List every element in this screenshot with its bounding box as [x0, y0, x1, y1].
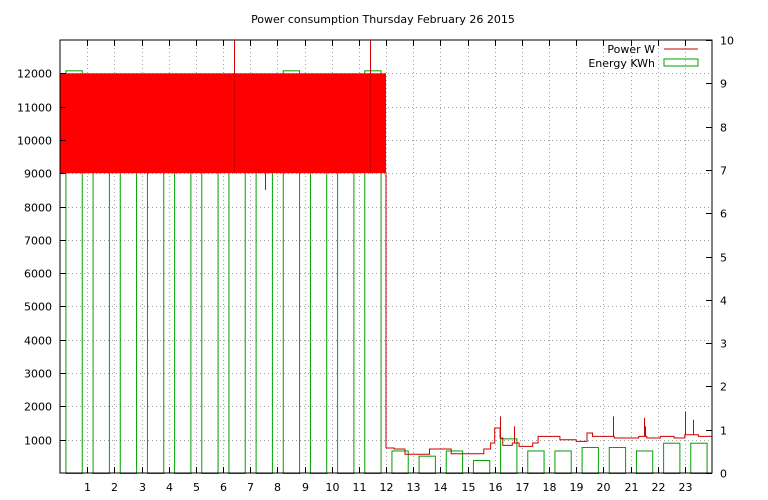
y-tick-label: 4000 — [24, 335, 52, 348]
x-tick-label: 16 — [489, 481, 503, 494]
y2-tick-label: 10 — [720, 35, 734, 48]
x-tick-label: 15 — [462, 481, 476, 494]
energy-bar — [581, 447, 599, 474]
legend: Power W Energy KWh — [588, 43, 699, 70]
y-tick-label: 7000 — [24, 235, 52, 248]
x-tick-label: 4 — [166, 481, 173, 494]
y-tick-label: 8000 — [24, 202, 52, 215]
energy-bar — [472, 460, 491, 475]
y-tick-label: 11000 — [17, 102, 52, 115]
y-tick-label: 12000 — [17, 68, 52, 81]
y2-tick-label: 4 — [720, 295, 727, 308]
energy-bar — [445, 450, 464, 475]
energy-bar — [690, 442, 708, 475]
y-tick-label: 10000 — [17, 135, 52, 148]
y-tick-label: 1000 — [24, 435, 52, 448]
y2-tick-label: 7 — [720, 165, 727, 178]
x-tick-label: 1 — [84, 481, 91, 494]
legend-swatch-energy — [663, 58, 699, 67]
x-tick-label: 14 — [434, 481, 448, 494]
power-series — [386, 427, 712, 455]
x-tick-label: 23 — [679, 481, 693, 494]
x-tick-label: 7 — [247, 481, 254, 494]
x-tick-label: 13 — [407, 481, 421, 494]
power-saturated-band — [60, 73, 386, 174]
x-tick-label: 22 — [652, 481, 666, 494]
y-tick-label: 2000 — [24, 401, 52, 414]
y2-tick-label: 2 — [720, 381, 727, 394]
energy-bar — [608, 447, 627, 474]
y2-tick-label: 0 — [720, 468, 727, 481]
x-tick-label: 19 — [570, 481, 584, 494]
x-tick-label: 20 — [597, 481, 611, 494]
y2-tick-label: 6 — [720, 208, 727, 221]
y2-tick-label: 3 — [720, 338, 727, 351]
x-tick-label: 21 — [625, 481, 639, 494]
axes-ticks: 1 2 3 4 5 6 7 8 9 10 11 12 13 14 15 16 17 18 19 20 21 22 23100… — [17, 35, 734, 495]
y2-tick-label: 5 — [720, 252, 727, 265]
x-tick-label: 2 — [111, 481, 118, 494]
y2-tick-label: 8 — [720, 122, 727, 135]
energy-bar — [527, 450, 545, 475]
y2-tick-label: 9 — [720, 78, 727, 91]
legend-label-power: Power W — [607, 43, 655, 56]
x-tick-label: 5 — [193, 481, 200, 494]
x-tick-label: 3 — [139, 481, 146, 494]
x-tick-label: 9 — [302, 481, 309, 494]
y-tick-label: 9000 — [24, 168, 52, 181]
x-tick-label: 12 — [380, 481, 394, 494]
y2-tick-label: 1 — [720, 425, 727, 438]
energy-bar — [663, 442, 681, 475]
energy-bar — [418, 455, 436, 474]
power-line — [234, 40, 712, 455]
chart-title: Power consumption Thursday February 26 2… — [251, 13, 515, 26]
x-tick-label: 10 — [326, 481, 340, 494]
energy-bar — [635, 450, 654, 475]
y-tick-label: 6000 — [24, 268, 52, 281]
legend-label-energy: Energy KWh — [588, 57, 655, 70]
x-tick-label: 6 — [220, 481, 227, 494]
x-tick-label: 11 — [353, 481, 367, 494]
energy-bar — [554, 450, 572, 475]
y-tick-label: 3000 — [24, 368, 52, 381]
x-tick-label: 8 — [274, 481, 281, 494]
power-band — [60, 73, 386, 174]
x-tick-label: 18 — [543, 481, 557, 494]
y-tick-label: 5000 — [24, 301, 52, 314]
x-tick-label: 17 — [516, 481, 530, 494]
